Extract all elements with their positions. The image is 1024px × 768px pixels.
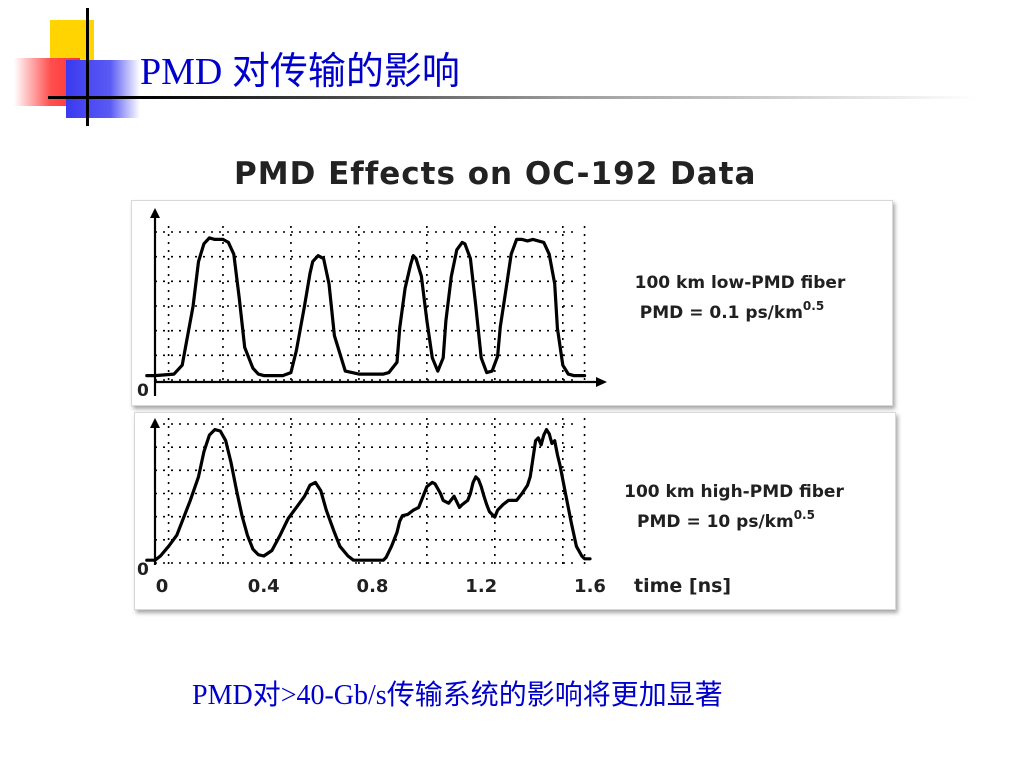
y-zero-label-0: 0 <box>137 381 149 401</box>
series-label-0: 100 km low-PMD fiber <box>635 273 846 293</box>
x-tick-label-1: 0.4 <box>248 576 280 597</box>
x-tick-label-3: 1.2 <box>465 576 497 597</box>
slide-caption: PMD对>40-Gb/s传输系统的影响将更加显著 <box>192 680 723 711</box>
y-zero-label-1: 0 <box>137 560 149 580</box>
pmd-label-1: PMD = 10 ps/km0.5 <box>637 508 815 532</box>
title-underline <box>48 96 978 99</box>
x-axis-arrow-0 <box>596 377 607 387</box>
x-tick-label-2: 0.8 <box>357 576 389 597</box>
pmd-label-0: PMD = 0.1 ps/km0.5 <box>640 299 824 323</box>
y-axis-arrow-0 <box>150 208 160 218</box>
x-tick-label-4: 1.6 <box>574 576 606 597</box>
chart-title: PMD Effects on OC-192 Data <box>234 156 757 192</box>
decor-vertical-line <box>86 8 89 126</box>
y-axis-arrow-1 <box>150 418 160 428</box>
series-label-1: 100 km high-PMD fiber <box>624 482 844 502</box>
x-axis-title: time [ns] <box>634 575 731 597</box>
chart-panel-high-pmd <box>134 412 896 610</box>
x-tick-label-0: 0 <box>156 576 169 597</box>
decor-blue-square <box>66 60 140 118</box>
slide-title: PMD 对传输的影响 <box>140 51 460 93</box>
trace-low-pmd <box>145 236 587 378</box>
trace-high-pmd <box>145 428 592 562</box>
